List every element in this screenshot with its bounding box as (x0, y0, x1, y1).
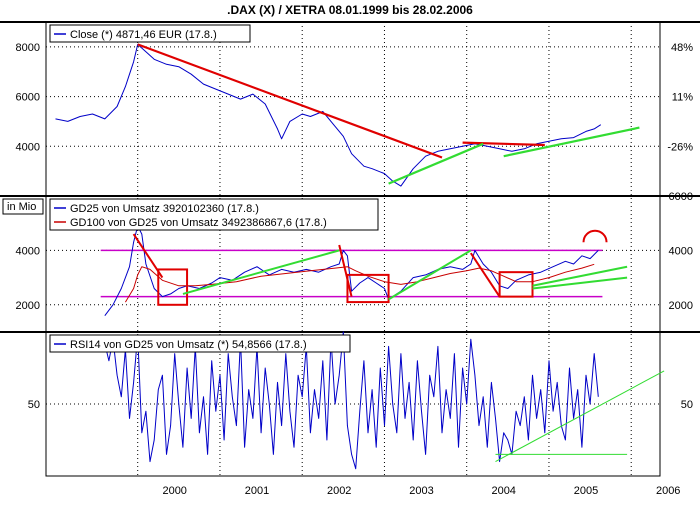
annotation-line (532, 265, 628, 287)
legend: GD25 von Umsatz 3920102360 (17.8.) GD100 … (49, 198, 379, 231)
annotation-arc (582, 229, 608, 243)
right-tick-label: 2000 (669, 300, 693, 312)
trendline (137, 43, 443, 159)
legend: RSI14 von GD25 von Umsatz (*) 54,8566 (1… (49, 334, 351, 353)
left-tick-label: 4000 (16, 245, 40, 257)
left-tick-label: 50 (28, 399, 40, 411)
left-tick-label: 2000 (16, 300, 40, 312)
legend-box (49, 198, 379, 231)
annotation-rect (498, 271, 534, 298)
annotation-rect (157, 268, 189, 306)
annotation-line (388, 249, 472, 301)
trendline (503, 126, 640, 158)
right-tick-label: 50 (681, 399, 693, 411)
left-tick-label: 4000 (16, 141, 40, 153)
panels-layer: 2000 2001 2002 2003 2004 2005 2006 8000 6000 4000… (0, 21, 700, 497)
panel-price: 8000 6000 4000 48% 11% -26% Close (*) 4871,46 … (0, 21, 700, 197)
annotation-line (182, 249, 340, 295)
trendline (462, 141, 545, 147)
trendline (388, 142, 484, 185)
legend-entry: Close (*) 4871,46 EUR (17.8.) (70, 29, 217, 41)
unit-label-box (2, 198, 44, 215)
year-grid: 2000 2001 2002 2003 2004 2005 2006 (137, 22, 680, 497)
panel-rsi: 50 50 RSI14 von GD25 von Umsatz (*) 54,856… (0, 331, 700, 477)
legend-entry: GD25 von Umsatz 3920102360 (17.8.) (70, 203, 259, 215)
x-tick-label: 2006 (656, 485, 680, 497)
right-tick-label: 6000 (669, 191, 693, 203)
x-tick-label: 2001 (245, 485, 269, 497)
legend-box (49, 334, 351, 353)
chart-title: .DAX (X) / XETRA 08.01.1999 bis 28.02.20… (227, 3, 473, 17)
series-line (124, 263, 595, 303)
annotation-line (132, 233, 164, 279)
x-tick-label: 2000 (162, 485, 186, 497)
right-tick-label: 48% (671, 42, 693, 54)
legend: Close (*) 4871,46 EUR (17.8.) (49, 24, 251, 43)
legend-entry: GD100 von GD25 von Umsatz 3492386867,6 (… (70, 217, 327, 229)
annotation-rect (346, 273, 390, 304)
left-tick-label: 6000 (16, 92, 40, 104)
legend-box (49, 24, 251, 43)
x-tick-label: 2004 (491, 485, 515, 497)
right-tick-label: -26% (667, 141, 693, 153)
x-tick-label: 2003 (409, 485, 433, 497)
annotation-line (338, 244, 353, 297)
trendline (495, 370, 665, 463)
x-tick-label: 2002 (327, 485, 351, 497)
series-line (104, 331, 599, 470)
legend-entry: RSI14 von GD25 von Umsatz (*) 54,8566 (1… (70, 339, 307, 351)
unit-label: in Mio (7, 201, 36, 213)
right-tick-label: 11% (672, 92, 693, 104)
left-tick-label: 8000 (16, 42, 40, 54)
annotation-line (469, 252, 501, 298)
right-tick-label: 4000 (669, 245, 693, 257)
x-tick-label: 2005 (574, 485, 598, 497)
series-line (104, 225, 599, 317)
annotation-line (532, 276, 628, 290)
series-line (55, 43, 602, 187)
